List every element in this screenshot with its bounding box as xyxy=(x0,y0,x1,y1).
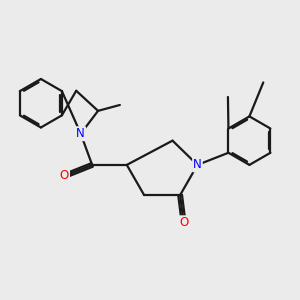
Text: N: N xyxy=(76,127,85,140)
Text: N: N xyxy=(193,158,202,171)
Text: O: O xyxy=(60,169,69,182)
Text: O: O xyxy=(179,216,188,229)
